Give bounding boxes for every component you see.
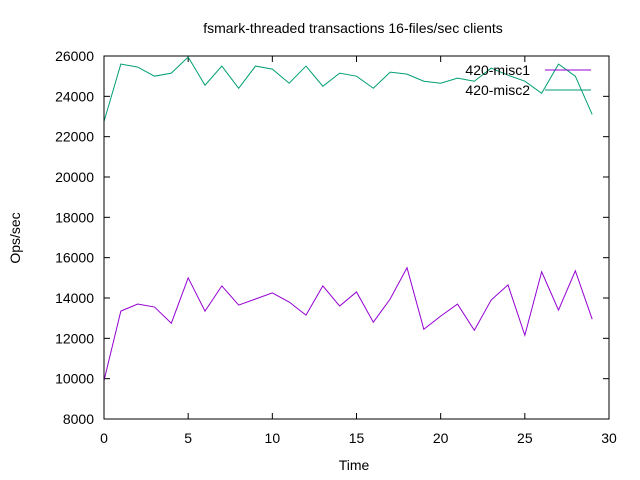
legend-label-1: 420-misc1 bbox=[465, 62, 530, 78]
x-tick-label: 30 bbox=[601, 430, 617, 446]
plot-area-frame bbox=[103, 55, 610, 420]
chart-title: fsmark-threaded transactions 16-files/se… bbox=[203, 20, 503, 36]
x-tick-label: 0 bbox=[100, 430, 108, 446]
x-tick-label: 20 bbox=[433, 430, 449, 446]
y-tick-label: 8000 bbox=[63, 411, 94, 427]
series-lines bbox=[103, 56, 593, 381]
y-tick-label: 24000 bbox=[55, 88, 94, 104]
y-tick-label: 14000 bbox=[55, 290, 94, 306]
y-tick-label: 10000 bbox=[55, 371, 94, 387]
x-tick-label: 5 bbox=[184, 430, 192, 446]
y-tick-label: 12000 bbox=[55, 330, 94, 346]
series-line-2 bbox=[103, 56, 593, 122]
y-tick-label: 16000 bbox=[55, 250, 94, 266]
x-axis-ticks: 0 5 10 15 20 25 30 bbox=[100, 56, 617, 446]
y-axis-ticks: 8000 10000 12000 14000 16000 18000 20000 22000 2… bbox=[55, 48, 609, 427]
x-tick-label: 25 bbox=[517, 430, 533, 446]
y-tick-label: 26000 bbox=[55, 48, 94, 64]
legend-label-2: 420-misc2 bbox=[465, 82, 530, 98]
series-line-1 bbox=[103, 266, 593, 381]
x-tick-label: 10 bbox=[265, 430, 281, 446]
y-axis-label: Ops/sec bbox=[7, 212, 23, 263]
y-tick-label: 22000 bbox=[55, 129, 94, 145]
x-tick-label: 15 bbox=[349, 430, 365, 446]
x-axis-label: Time bbox=[339, 457, 370, 473]
legend: 420-misc1 420-misc2 bbox=[465, 62, 591, 98]
y-tick-label: 18000 bbox=[55, 209, 94, 225]
y-tick-label: 20000 bbox=[55, 169, 94, 185]
